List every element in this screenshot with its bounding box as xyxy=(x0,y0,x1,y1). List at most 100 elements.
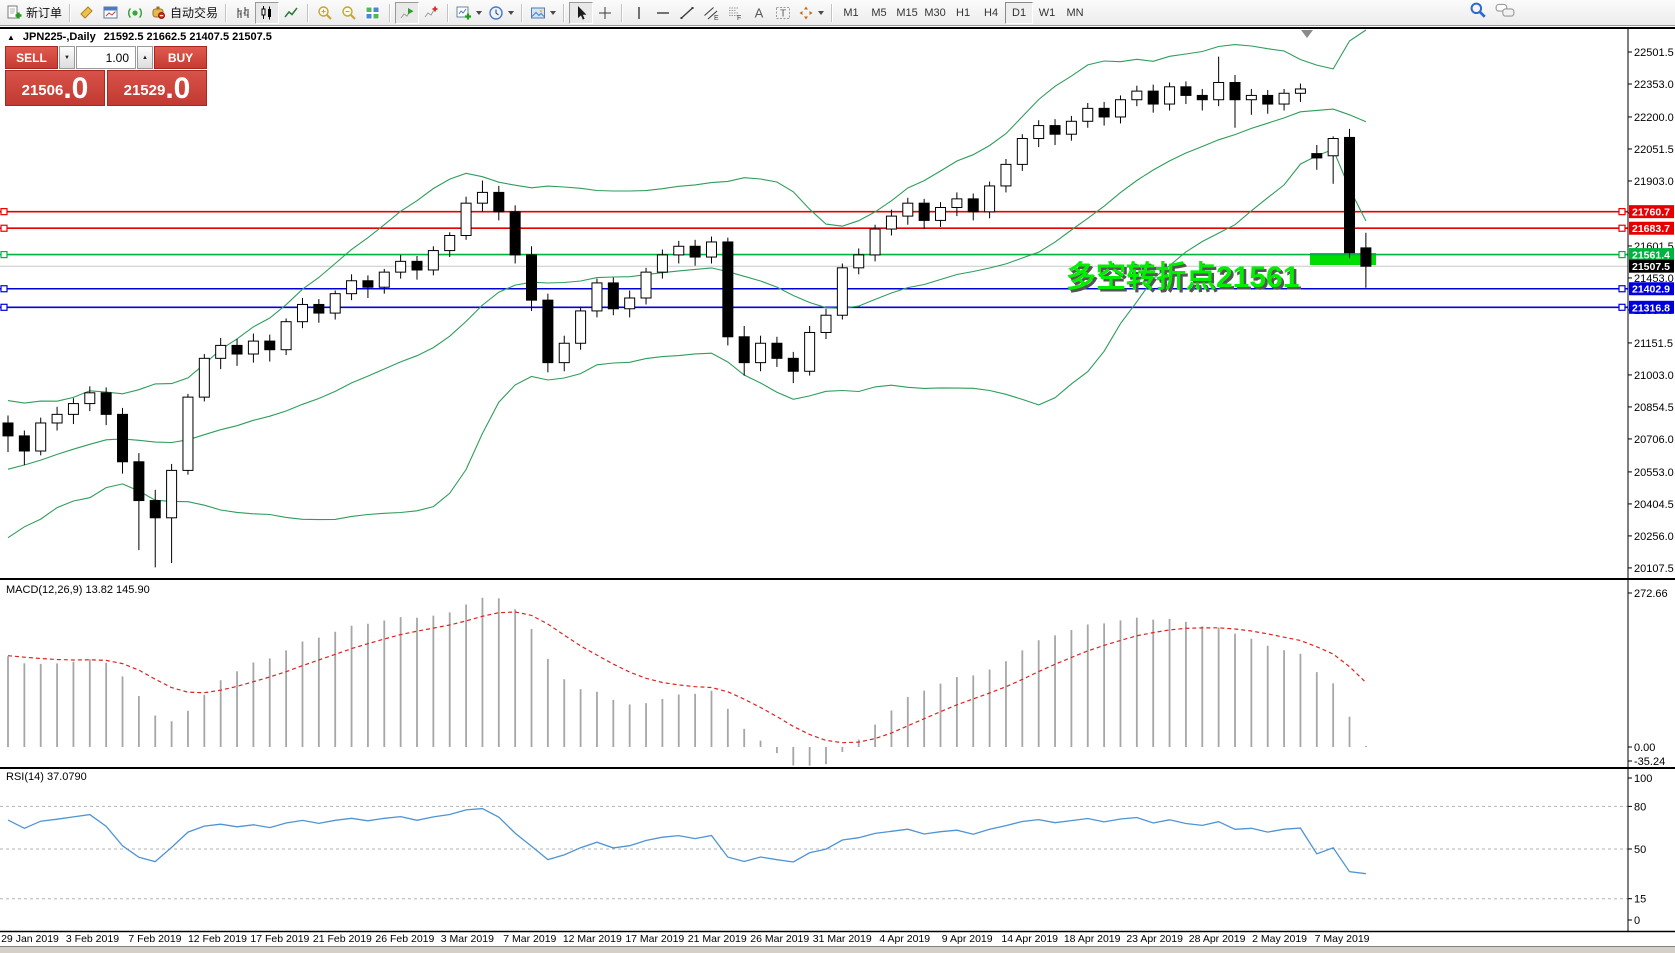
date-label[interactable]: 14 Apr 2019 xyxy=(1001,933,1058,945)
buy-price-button[interactable]: 21529.0 xyxy=(107,70,207,106)
buy-button[interactable]: BUY xyxy=(154,46,207,69)
line-handle[interactable] xyxy=(0,208,8,216)
date-label[interactable]: 7 Feb 2019 xyxy=(128,933,181,945)
timeframe-D1[interactable]: D1 xyxy=(1005,1,1034,24)
rsi-tick-label: 100 xyxy=(1634,773,1652,785)
zoom-in-button[interactable] xyxy=(313,2,337,24)
line-handle[interactable] xyxy=(1618,303,1626,311)
price-tick-label: 22200.0 xyxy=(1634,112,1674,124)
price-tick-label: 20854.5 xyxy=(1634,402,1674,414)
line-handle[interactable] xyxy=(0,224,8,232)
sell-price-button[interactable]: 21506.0 xyxy=(5,70,105,106)
timeframe-MN[interactable]: MN xyxy=(1066,6,1084,19)
date-label[interactable]: 18 Apr 2019 xyxy=(1064,933,1121,945)
line-handle[interactable] xyxy=(1618,224,1626,232)
axes[interactable]: 22501.522353.022200.022051.521903.021754… xyxy=(0,27,1675,945)
chevron-down-icon xyxy=(550,10,557,15)
sell-button[interactable]: SELL xyxy=(5,46,58,69)
date-label[interactable]: 31 Mar 2019 xyxy=(813,933,872,945)
date-label[interactable]: 23 Apr 2019 xyxy=(1126,933,1183,945)
timeframe-M30[interactable]: M30 xyxy=(924,6,946,19)
line-handle[interactable] xyxy=(0,285,8,293)
date-label[interactable]: 26 Feb 2019 xyxy=(375,933,434,945)
date-label[interactable]: 28 Apr 2019 xyxy=(1189,933,1246,945)
volume-decrease-button[interactable]: ▼ xyxy=(59,46,75,69)
zoom-out-button[interactable] xyxy=(337,2,361,24)
annotation-text[interactable]: 多空转折点21561 xyxy=(1069,264,1302,297)
cursor-button[interactable] xyxy=(569,1,594,24)
candle-body xyxy=(1196,94,1208,101)
date-label[interactable]: 12 Mar 2019 xyxy=(563,933,622,945)
chat-icon[interactable] xyxy=(1495,1,1515,24)
date-label[interactable]: 21 Mar 2019 xyxy=(688,933,747,945)
signals-button[interactable] xyxy=(123,2,147,24)
fibonacci-button[interactable]: F xyxy=(723,2,747,24)
date-label[interactable]: 3 Feb 2019 xyxy=(66,933,119,945)
new-chart-button[interactable] xyxy=(453,2,485,24)
volume-increase-button[interactable]: ▲ xyxy=(137,46,153,69)
timeframe-H1[interactable]: H1 xyxy=(956,6,971,19)
search-icon[interactable] xyxy=(1469,1,1487,24)
date-label[interactable]: 9 Apr 2019 xyxy=(942,933,993,945)
chart-shift-marker-icon[interactable] xyxy=(1301,30,1313,38)
candle-body xyxy=(67,403,79,415)
line-handle[interactable] xyxy=(0,250,8,259)
crosshair-button[interactable] xyxy=(593,2,617,24)
market-watch-button[interactable] xyxy=(75,2,99,24)
tile-windows-button[interactable] xyxy=(361,2,385,24)
zoom-out-icon xyxy=(341,5,357,21)
date-label[interactable]: 29 Jan 2019 xyxy=(1,933,59,945)
line-handle[interactable] xyxy=(0,303,8,311)
price-label-box xyxy=(1629,248,1674,262)
bar-chart-button[interactable] xyxy=(231,2,255,24)
date-label[interactable]: 17 Feb 2019 xyxy=(250,933,309,945)
arrows-button[interactable] xyxy=(795,2,827,24)
date-label[interactable]: 21 Feb 2019 xyxy=(313,933,372,945)
templates-button[interactable] xyxy=(527,2,559,24)
candle-body xyxy=(231,344,243,355)
candlestick-chart-button[interactable] xyxy=(255,1,280,24)
rsi-tick-label: 15 xyxy=(1634,894,1646,906)
line-handle[interactable] xyxy=(1618,208,1626,216)
text-label-button[interactable]: T xyxy=(771,2,795,24)
date-label[interactable]: 3 Mar 2019 xyxy=(441,933,494,945)
line-handle[interactable] xyxy=(1618,285,1626,293)
chart-shift-button[interactable] xyxy=(419,2,443,24)
date-label[interactable]: 12 Feb 2019 xyxy=(188,933,247,945)
date-label[interactable]: 26 Mar 2019 xyxy=(750,933,809,945)
auto-scroll-button[interactable] xyxy=(395,1,420,24)
horizontal-line-button[interactable] xyxy=(651,2,675,24)
timeframe-M1[interactable]: M1 xyxy=(843,6,859,19)
highlight-rectangle[interactable] xyxy=(1310,253,1376,265)
timeframe-M5[interactable]: M5 xyxy=(871,6,887,19)
trendline-button[interactable] xyxy=(675,2,699,24)
candle-body xyxy=(984,185,996,213)
line-handle[interactable] xyxy=(1618,250,1626,259)
arrow-down-icon: ▼ xyxy=(64,54,70,61)
annotation-text[interactable]: 多空转折点21561 xyxy=(1066,261,1299,294)
new-order-button[interactable]: 新订单 xyxy=(3,2,65,24)
candle-body xyxy=(804,331,816,372)
line-chart-button[interactable] xyxy=(279,2,303,24)
navigator-button[interactable] xyxy=(99,2,123,24)
date-label[interactable]: 2 May 2019 xyxy=(1252,933,1307,945)
vertical-line-button[interactable] xyxy=(627,2,651,24)
date-label[interactable]: 7 May 2019 xyxy=(1315,933,1370,945)
timeframe-H4[interactable]: H4 xyxy=(984,6,999,19)
date-label[interactable]: 17 Mar 2019 xyxy=(625,933,684,945)
timeframe-W1[interactable]: W1 xyxy=(1038,6,1056,19)
candle-body xyxy=(182,396,194,471)
text-button[interactable]: A xyxy=(747,2,771,24)
channel-button[interactable]: E xyxy=(699,2,723,24)
timeframe-M15[interactable]: M15 xyxy=(896,6,918,19)
price-label-text: 21402.9 xyxy=(1632,284,1670,296)
arrows-icon xyxy=(798,5,814,21)
collapse-panel-icon[interactable]: ▲ xyxy=(7,32,15,42)
profiles-button[interactable] xyxy=(485,2,517,24)
autotrading-button[interactable]: 自动交易 xyxy=(147,2,221,24)
date-label[interactable]: 4 Apr 2019 xyxy=(879,933,930,945)
date-label[interactable]: 7 Mar 2019 xyxy=(503,933,556,945)
volume-input[interactable]: 1.00 xyxy=(76,46,136,69)
price-label-box xyxy=(1629,259,1674,273)
